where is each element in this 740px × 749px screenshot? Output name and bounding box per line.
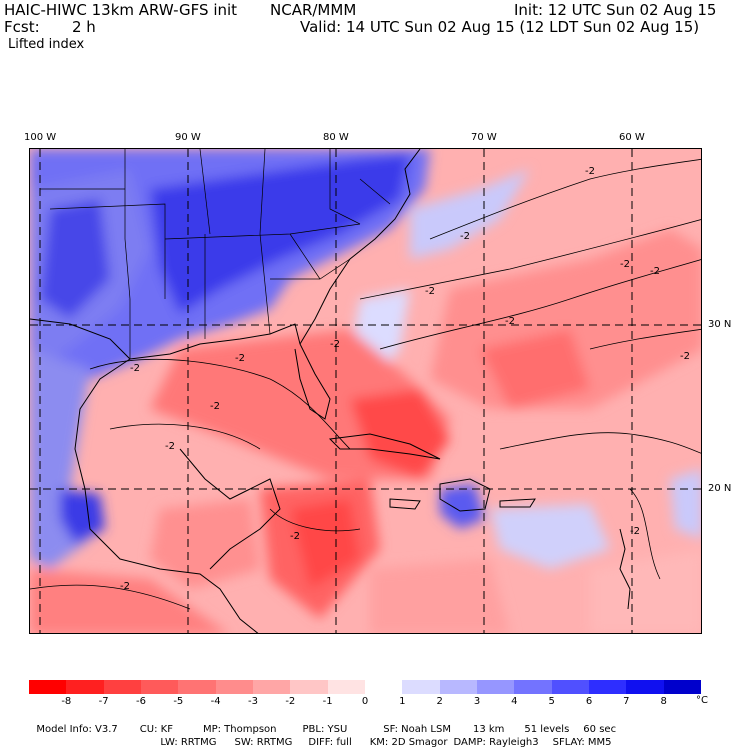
contours [30,158,701,610]
contour-label: -2 [290,531,300,542]
contour-label: -2 [585,166,595,177]
contour-label: -2 [650,266,660,277]
model-version: Model Info: V3.7 [36,724,118,735]
colorbar-swatch [439,680,478,694]
valid-time: Valid: 14 UTC Sun 02 Aug 15 (12 LDT Sun … [300,18,700,36]
damp-option: DAMP: Rayleigh3 [453,737,539,748]
levels: 51 levels [524,724,570,735]
model-title: HAIC-HIWC 13km ARW-GFS init [4,1,238,19]
lifted-index-map: -2 -2 -2 -2 -2 -2 -2 -2 -2 -2 -2 -2 -2 -… [29,148,702,634]
cu-scheme: CU: KF [139,724,173,735]
colorbar-swatch [215,680,254,694]
sflay-option: SFLAY: MM5 [552,737,612,748]
colorbar-tick-label: 7 [623,696,630,707]
colorbar-swatch [103,680,142,694]
colorbar-tick-label: 8 [660,696,667,707]
lon-label-60w: 60 W [619,132,645,143]
colorbar-tick-label: -6 [136,696,146,707]
colorbar-swatch [29,680,67,694]
colorbar-swatch [551,680,590,694]
contour-labels: -2 -2 -2 -2 -2 -2 -2 -2 -2 -2 -2 -2 -2 -… [120,166,690,592]
graticule [30,149,701,633]
lon-label-70w: 70 W [471,132,497,143]
colorbar-tick-label: 4 [511,696,518,707]
organization: NCAR/MMM [270,1,357,19]
colorbar-swatch [589,680,627,694]
grid-spacing: 13 km [472,724,505,735]
sf-scheme: SF: Noah LSM [383,724,451,735]
sw-scheme: SW: RRTMG [234,737,293,748]
lon-label-80w: 80 W [323,132,349,143]
lw-scheme: LW: RRTMG [160,737,217,748]
contour-label: -2 [330,339,340,350]
contour-label: -2 [425,286,435,297]
lat-label-30n: 30 N [708,319,732,330]
colorbar-swatch [253,680,291,694]
diff-option: DIFF: full [308,737,352,748]
colorbar-tick-label: -2 [285,696,296,707]
colorbar [29,680,702,694]
forecast-label: Fcst: [4,18,40,36]
contour-label: -2 [680,351,690,362]
colorbar-tick-label: 6 [585,696,593,707]
colorbar-tick-label: 0 [361,696,369,707]
colorbar-tick-label: -4 [210,696,221,707]
colorbar-swatch [66,680,105,694]
colorbar-tick-label: -7 [98,696,109,707]
field-shading [30,149,701,633]
colorbar-swatch [290,680,329,694]
contour-label: -2 [120,581,130,592]
colorbar-tick-label: -5 [173,696,184,707]
lon-label-100w: 100 W [24,132,57,143]
colorbar-swatch [514,680,553,694]
model-info-line2: LW: RRTMG SW: RRTMG DIFF: full KM: 2D Smago… [154,725,612,749]
lat-label-20n: 20 N [708,483,732,494]
colorbar-swatch [626,680,665,694]
km-option: KM: 2D Smagor [369,737,448,748]
contour-label: -2 [235,353,245,364]
init-time: Init: 12 UTC Sun 02 Aug 15 [514,1,717,19]
colorbar-tick-label: 5 [548,696,555,707]
colorbar-swatch [477,680,515,694]
pbl-scheme: PBL: YSU [302,724,348,735]
colorbar-tick-label: -8 [61,696,72,707]
contour-label: -2 [505,316,515,327]
contour-label: -2 [165,441,175,452]
colorbar-tick-label: 2 [436,696,443,707]
state-borders [40,149,391,359]
contour-label: -2 [210,401,220,412]
colorbar-tick-label: 3 [473,696,481,707]
contour-label: -2 [460,231,470,242]
forecast-hour: 2 h [72,18,96,36]
timestep: 60 sec [583,724,617,735]
colorbar-unit: °C [696,695,708,706]
contour-label: -2 [620,259,630,270]
colorbar-tick-label: -3 [248,696,258,707]
lon-label-90w: 90 W [175,132,201,143]
colorbar-swatch [663,680,702,694]
mp-scheme: MP: Thompson [202,724,277,735]
contour-label: -2 [630,526,640,537]
colorbar-swatch [402,680,441,694]
colorbar-swatch [327,680,366,694]
model-info-line1: Model Info: V3.7 CU: KF MP: Thompson PBL: Y… [30,712,616,736]
colorbar-tick-label: 1 [399,696,406,707]
colorbar-swatch [141,680,179,694]
colorbar-swatch [178,680,217,694]
contour-label: -2 [130,363,140,374]
field-name: Lifted index [8,37,85,52]
colorbar-tick-label: -1 [322,696,333,707]
coastlines [30,149,631,633]
colorbar-swatch [365,680,403,694]
